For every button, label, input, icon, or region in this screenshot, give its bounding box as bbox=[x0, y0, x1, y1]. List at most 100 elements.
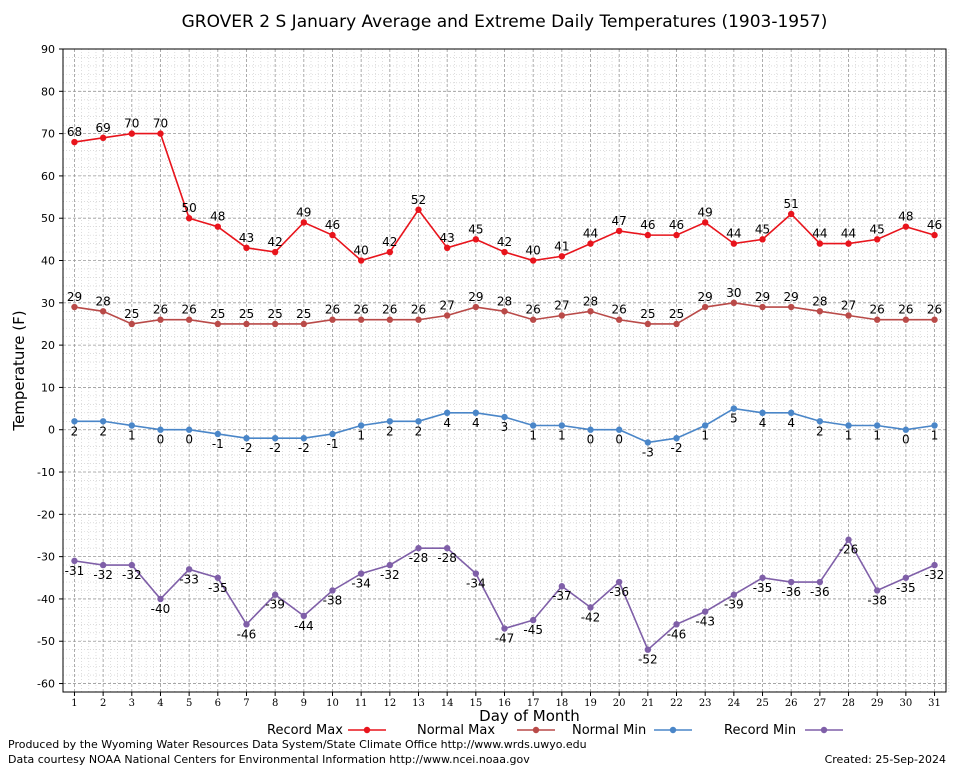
data-point bbox=[357, 316, 365, 323]
x-tick-label: 1 bbox=[71, 698, 77, 709]
data-point bbox=[902, 223, 910, 230]
data-label: 26 bbox=[325, 303, 340, 317]
data-point bbox=[845, 422, 852, 429]
legend-swatch-marker-0 bbox=[363, 726, 371, 734]
data-point bbox=[243, 434, 250, 442]
data-point bbox=[472, 409, 480, 417]
data-label: -37 bbox=[552, 589, 572, 603]
x-tick-label: 29 bbox=[871, 698, 884, 709]
data-label: 4 bbox=[787, 416, 795, 430]
data-label: 41 bbox=[554, 239, 569, 253]
data-label: 1 bbox=[558, 428, 566, 442]
data-point bbox=[214, 430, 222, 438]
data-point bbox=[214, 574, 222, 581]
data-label: -26 bbox=[839, 543, 859, 557]
y-tick-label: -20 bbox=[37, 508, 55, 521]
data-point bbox=[587, 604, 594, 611]
data-label: 70 bbox=[153, 117, 168, 131]
data-point bbox=[214, 223, 222, 230]
y-tick-label: 80 bbox=[41, 85, 55, 98]
data-point bbox=[443, 244, 451, 252]
data-point bbox=[243, 244, 250, 252]
data-label: -28 bbox=[437, 551, 457, 565]
data-label: -34 bbox=[466, 577, 486, 591]
data-label: 25 bbox=[124, 307, 139, 321]
data-label: -28 bbox=[409, 551, 429, 565]
x-tick-label: 18 bbox=[555, 698, 568, 709]
data-label: 45 bbox=[870, 222, 885, 236]
data-label: 48 bbox=[898, 210, 913, 224]
data-label: 4 bbox=[759, 416, 767, 430]
data-label: 29 bbox=[755, 290, 770, 304]
data-label: 2 bbox=[71, 424, 79, 438]
x-tick-label: 27 bbox=[813, 698, 826, 709]
x-tick-label: 8 bbox=[272, 698, 278, 709]
data-label: 40 bbox=[354, 244, 369, 258]
data-point bbox=[558, 422, 566, 429]
data-label: 27 bbox=[440, 299, 455, 313]
x-tick-label: 20 bbox=[613, 698, 626, 709]
data-point bbox=[587, 240, 594, 247]
data-label: 46 bbox=[325, 218, 340, 232]
data-label: -1 bbox=[327, 437, 339, 451]
y-tick-label: 60 bbox=[41, 170, 55, 183]
data-point bbox=[185, 316, 193, 323]
data-point bbox=[730, 591, 738, 598]
data-label: -31 bbox=[65, 564, 85, 578]
data-label: -45 bbox=[523, 623, 543, 637]
data-label: 0 bbox=[615, 433, 623, 447]
data-point bbox=[157, 316, 164, 323]
data-label: -32 bbox=[380, 568, 400, 582]
data-point bbox=[185, 215, 193, 222]
data-label: 3 bbox=[501, 420, 509, 434]
data-point bbox=[501, 308, 508, 315]
data-label: 40 bbox=[526, 244, 541, 258]
data-point bbox=[501, 625, 508, 632]
data-label: 46 bbox=[669, 218, 684, 232]
data-point bbox=[931, 316, 938, 323]
data-label: -36 bbox=[810, 585, 830, 599]
y-tick-label: 90 bbox=[41, 43, 55, 56]
data-point bbox=[71, 418, 78, 425]
data-point bbox=[701, 219, 709, 226]
data-label: -3 bbox=[642, 445, 654, 459]
data-label: 26 bbox=[382, 303, 397, 317]
data-point bbox=[644, 231, 652, 239]
data-label: -39 bbox=[724, 598, 744, 612]
data-point bbox=[615, 316, 623, 323]
credit-data-source: Data courtesy NOAA National Centers for … bbox=[8, 753, 530, 766]
data-point bbox=[759, 409, 766, 417]
data-point bbox=[759, 236, 766, 243]
x-tick-label: 26 bbox=[785, 698, 798, 709]
data-label: 0 bbox=[587, 433, 595, 447]
data-label: 26 bbox=[411, 303, 426, 317]
data-point bbox=[271, 248, 279, 256]
y-tick-label: 40 bbox=[41, 255, 55, 268]
x-tick-label: 14 bbox=[441, 698, 454, 709]
data-point bbox=[902, 426, 910, 433]
data-label: -38 bbox=[323, 593, 343, 607]
data-point bbox=[873, 587, 881, 594]
x-tick-label: 31 bbox=[928, 698, 941, 709]
data-point bbox=[99, 561, 107, 569]
data-point bbox=[816, 308, 824, 315]
data-label: 44 bbox=[726, 227, 741, 241]
data-label: 44 bbox=[812, 227, 827, 241]
data-label: 26 bbox=[927, 303, 942, 317]
data-point bbox=[501, 248, 508, 256]
data-label: 46 bbox=[640, 218, 655, 232]
data-label: -32 bbox=[122, 568, 142, 582]
data-point bbox=[386, 248, 394, 256]
data-label: 42 bbox=[268, 235, 283, 249]
data-label: 2 bbox=[99, 424, 107, 438]
data-label: -38 bbox=[867, 593, 887, 607]
data-point bbox=[157, 130, 164, 137]
data-label: 1 bbox=[873, 428, 881, 442]
data-point bbox=[931, 561, 938, 569]
data-point bbox=[415, 206, 422, 213]
data-point bbox=[787, 578, 795, 586]
data-label: -36 bbox=[609, 585, 629, 599]
y-tick-label: 20 bbox=[41, 339, 55, 352]
x-tick-label: 30 bbox=[899, 698, 912, 709]
data-point bbox=[128, 320, 136, 328]
